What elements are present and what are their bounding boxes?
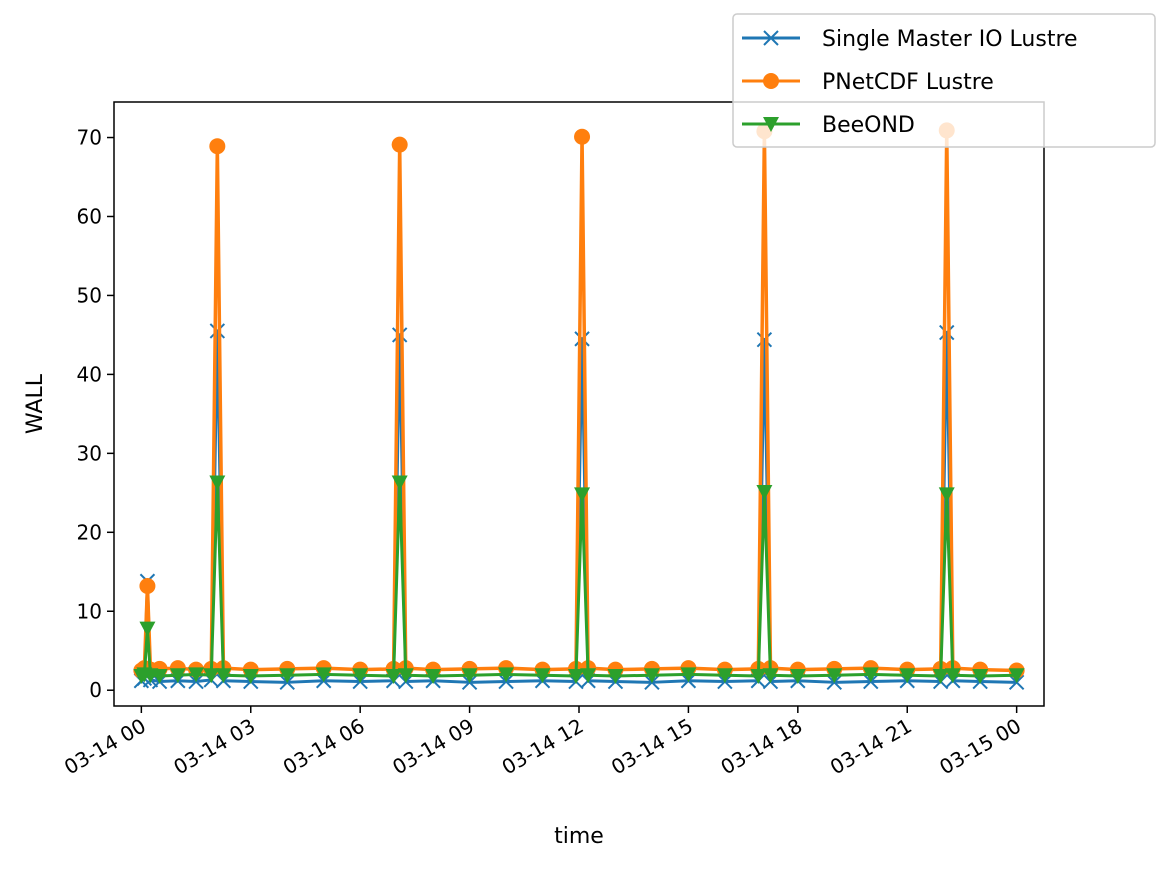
legend-entry: Single Master IO Lustre — [742, 27, 1078, 52]
data-point — [567, 668, 584, 684]
data-point — [932, 668, 949, 684]
data-point — [188, 667, 205, 683]
data-point — [279, 668, 296, 684]
data-point — [534, 668, 551, 684]
data-point — [756, 331, 773, 348]
legend: Single Master IO Lustre PNetCDF Lustre Bee… — [732, 13, 1156, 148]
data-point — [391, 327, 408, 343]
legend-marker — [763, 73, 779, 89]
data-point — [242, 668, 259, 684]
y-tick-label: 60 — [77, 204, 102, 228]
y-tick-label: 30 — [77, 441, 102, 465]
data-point — [862, 667, 879, 683]
data-point — [756, 485, 773, 501]
y-axis-label: WALL — [23, 373, 48, 434]
data-point — [607, 668, 624, 684]
data-point — [972, 668, 989, 684]
data-point — [151, 668, 168, 684]
data-point — [385, 668, 402, 684]
data-point — [425, 668, 442, 684]
legend-label: BeeOND — [822, 113, 915, 138]
y-tick-label: 10 — [77, 599, 102, 623]
data-point — [461, 668, 478, 684]
data-point — [762, 668, 779, 684]
y-tick-label: 40 — [77, 362, 102, 386]
data-point — [826, 668, 843, 684]
data-point — [352, 668, 369, 684]
x-tick-label: 03-14 15 — [607, 714, 697, 780]
data-point — [938, 487, 955, 503]
data-point — [169, 668, 186, 684]
x-tick-label: 03-14 21 — [826, 714, 916, 780]
data-point — [643, 668, 660, 684]
data-point — [716, 668, 733, 684]
x-tick-label: 03-14 00 — [60, 714, 150, 780]
data-point — [680, 667, 697, 683]
series-3 — [133, 475, 1025, 684]
data-point — [580, 668, 597, 684]
x-tick-label: 03-14 09 — [388, 714, 478, 780]
legend-marker — [763, 30, 779, 46]
data-point — [574, 487, 591, 503]
series-line — [140, 481, 1017, 678]
y-tick-label: 0 — [89, 678, 102, 702]
data-point — [209, 475, 226, 491]
data-point — [498, 667, 515, 683]
data-point — [209, 138, 226, 155]
legend-marker — [763, 117, 779, 132]
data-point — [789, 668, 806, 684]
data-point — [899, 668, 916, 684]
data-point — [939, 324, 955, 341]
data-point — [215, 668, 232, 684]
y-axis: 0 10 20 30 40 50 60 70 — [77, 126, 114, 702]
legend-label: Single Master IO Lustre — [822, 27, 1078, 52]
data-point — [397, 668, 414, 684]
data-point — [391, 136, 408, 153]
x-tick-label: 03-15 00 — [935, 714, 1025, 780]
data-point — [1008, 668, 1025, 684]
data-point — [315, 667, 332, 683]
y-tick-label: 20 — [77, 520, 102, 544]
data-point — [391, 475, 408, 491]
data-point — [209, 323, 226, 339]
x-tick-label: 03-14 18 — [716, 714, 806, 780]
legend-entry: PNetCDF Lustre — [742, 70, 994, 95]
x-axis-label: time — [554, 824, 604, 849]
series-line — [140, 329, 1017, 684]
data-point — [203, 668, 220, 684]
data-point — [574, 331, 590, 347]
x-axis: 03-14 00 03-14 03 03-14 06 03-14 09 03-14 12… — [60, 706, 1025, 779]
series-layer — [133, 122, 1025, 691]
data-point — [139, 621, 156, 637]
data-point — [574, 128, 591, 145]
legend-label: PNetCDF Lustre — [822, 70, 994, 95]
x-tick-label: 03-14 03 — [169, 714, 259, 780]
data-point — [139, 577, 156, 594]
y-tick-label: 50 — [77, 283, 102, 307]
x-tick-label: 03-14 06 — [279, 714, 369, 780]
x-tick-label: 03-14 12 — [498, 714, 588, 780]
legend-box — [732, 13, 1156, 148]
data-point — [944, 668, 961, 684]
data-point — [750, 668, 767, 684]
legend-entry: BeeOND — [742, 113, 915, 138]
y-tick-label: 70 — [77, 126, 102, 150]
